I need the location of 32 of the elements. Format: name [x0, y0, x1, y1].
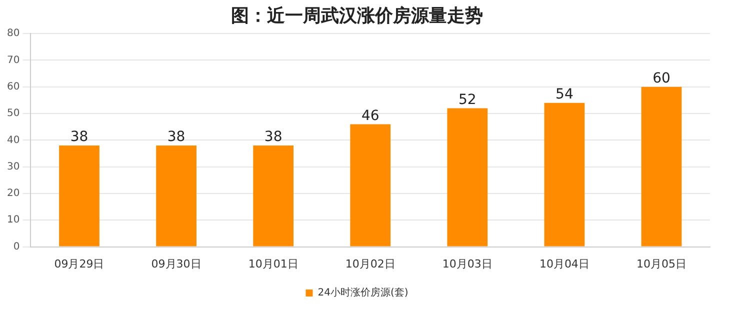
bar [641, 86, 682, 246]
data-label: 38 [70, 129, 88, 146]
x-tick-label: 09月29日 [54, 257, 104, 270]
x-tick-label: 09月30日 [151, 257, 202, 270]
y-tick-label: 30 [6, 161, 20, 172]
y-tick-label: 80 [6, 28, 20, 40]
x-tick-label: 10月03日 [442, 257, 492, 270]
x-tick-label: 10月01日 [248, 257, 298, 270]
bar [544, 102, 585, 246]
data-label: 46 [361, 108, 380, 124]
bar [447, 108, 488, 246]
bar [59, 146, 100, 246]
y-tick-label: 10 [6, 214, 20, 226]
data-label: 54 [556, 86, 574, 103]
x-tick-label: 10月02日 [345, 257, 396, 270]
data-label: 38 [167, 129, 186, 146]
bar [156, 146, 196, 246]
y-tick-label: 50 [6, 108, 20, 120]
y-tick-label: 70 [6, 54, 20, 66]
bar [350, 124, 391, 246]
data-label: 52 [458, 92, 476, 108]
y-tick-label: 40 [6, 134, 20, 146]
bar [253, 146, 294, 246]
y-tick-label: 20 [6, 188, 20, 200]
data-label: 60 [652, 70, 670, 87]
data-label: 38 [264, 129, 282, 146]
y-tick-label: 0 [13, 241, 20, 252]
x-tick-label: 10月05日 [636, 257, 686, 270]
x-tick-label: 10月04日 [539, 257, 590, 270]
chart-title: 图：近一周武汉涨价房源量走势 [231, 5, 483, 26]
legend-label: 24小时涨价房源(套) [318, 286, 408, 299]
y-tick-label: 60 [6, 81, 20, 92]
